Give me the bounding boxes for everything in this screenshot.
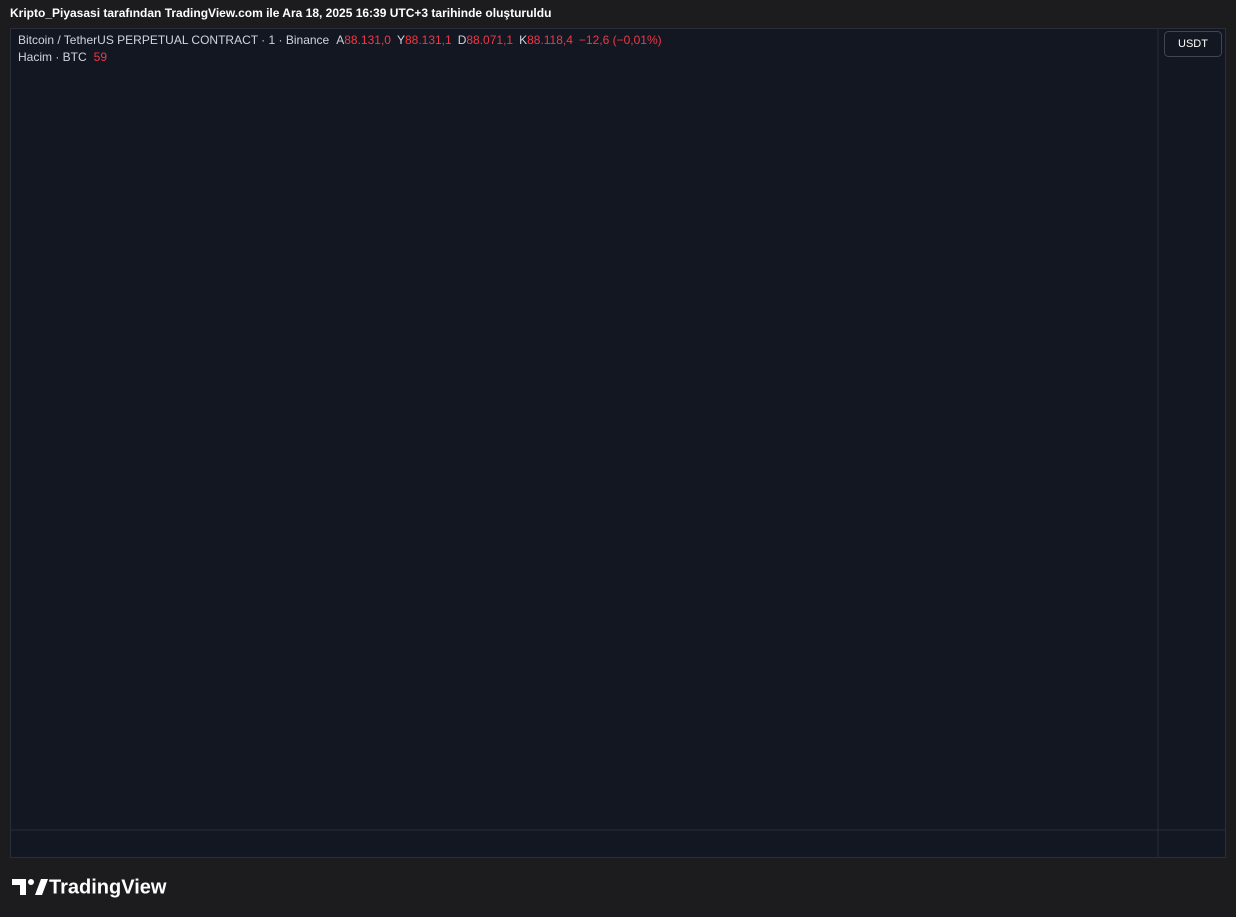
ohlc-value: 88.131,0 [344, 33, 391, 47]
snapshot-title: Kripto_Piyasasi tarafından TradingView.c… [10, 6, 551, 20]
change: −12,6 (−0,01%) [579, 33, 662, 47]
ohlc-value: 88.118,4 [527, 33, 573, 47]
logo-mark [35, 879, 48, 895]
ohlc-value: 88.131,1 [405, 33, 452, 47]
volume-legend: Hacim · BTC 59 [18, 50, 107, 64]
ohlc-key: A [336, 33, 344, 47]
legend-line: Bitcoin / TetherUS PERPETUAL CONTRACT · … [18, 33, 662, 47]
symbol: Bitcoin / TetherUS PERPETUAL CONTRACT · … [18, 33, 330, 47]
brand: TradingView [49, 876, 167, 898]
logo [12, 879, 48, 895]
ohlc-value: 88.071,1 [466, 33, 513, 47]
chart-panel [10, 28, 1226, 858]
volume-value: 59 [94, 50, 108, 64]
ohlc-key: D [458, 33, 467, 47]
logo-dot [28, 879, 34, 885]
ohlc-key: K [519, 33, 527, 47]
ohlc-key: Y [397, 33, 405, 47]
logo-mark [12, 879, 26, 895]
currency-button[interactable] [1164, 31, 1222, 57]
currency[interactable]: USDT [1178, 38, 1208, 50]
volume-name: Hacim · BTC [18, 50, 87, 64]
